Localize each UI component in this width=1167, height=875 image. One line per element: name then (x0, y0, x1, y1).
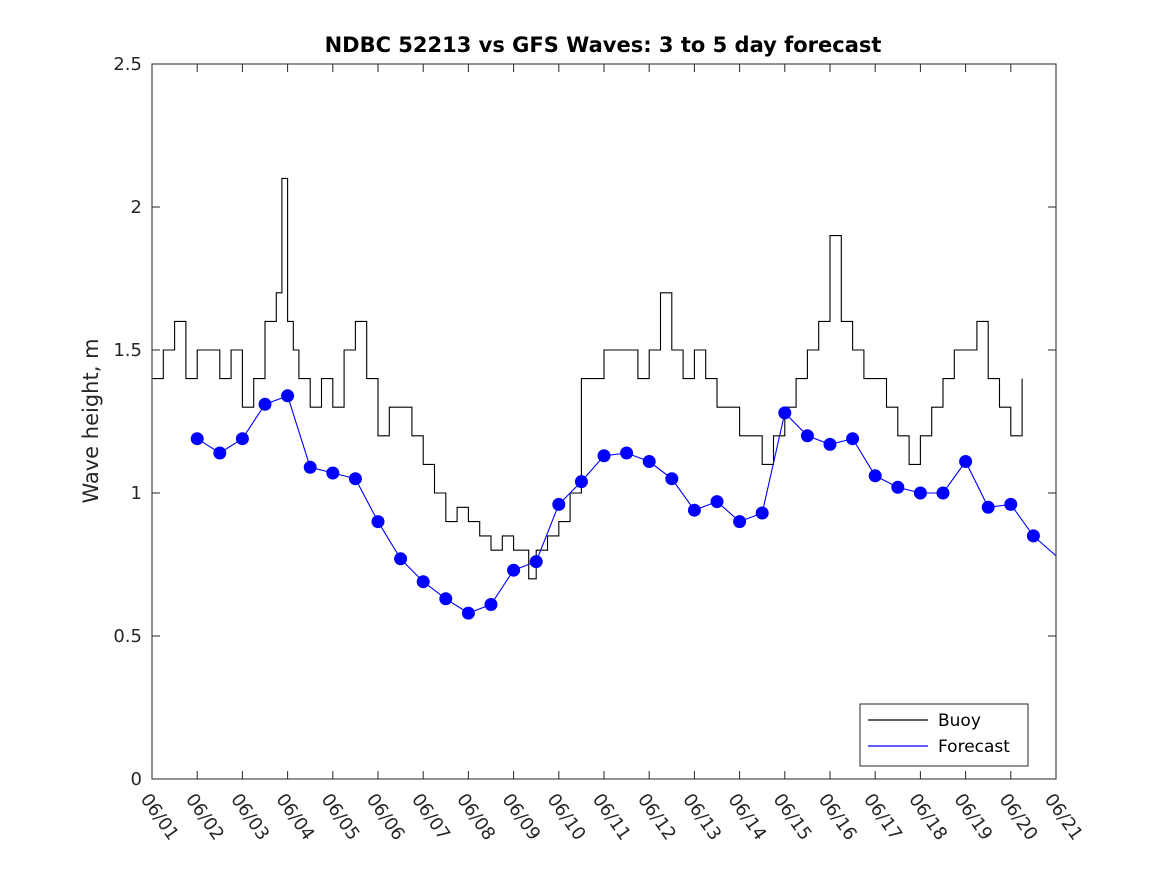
forecast-point (348, 472, 362, 486)
forecast-point (461, 606, 475, 620)
y-tick-label: 0.5 (113, 626, 142, 647)
x-tick-label: 06/13 (678, 790, 725, 845)
plot-background (152, 64, 1056, 779)
x-tick-label: 06/04 (272, 790, 319, 845)
forecast-point (326, 466, 340, 480)
x-tick-label: 06/03 (226, 790, 273, 845)
legend: Buoy Forecast (859, 703, 1029, 767)
forecast-point (529, 555, 543, 569)
x-tick-label: 06/08 (452, 790, 499, 845)
forecast-point (687, 503, 701, 517)
forecast-point (597, 449, 611, 463)
x-tick-label: 06/11 (588, 790, 635, 845)
forecast-point (1004, 497, 1018, 511)
forecast-point (416, 575, 430, 589)
forecast-point (258, 397, 272, 411)
x-tick-label: 06/02 (181, 790, 228, 845)
y-tick-label: 2 (131, 197, 142, 218)
series-layer (152, 177, 1057, 620)
x-tick-label: 06/17 (859, 790, 906, 845)
y-tick-label: 1 (131, 483, 142, 504)
forecast-point (213, 446, 227, 460)
x-tick-label: 06/07 (407, 790, 454, 845)
forecast-point (936, 486, 950, 500)
forecast-point (710, 495, 724, 509)
forecast-point (507, 563, 521, 577)
x-tick-label: 06/10 (543, 790, 590, 845)
forecast-point (303, 460, 317, 474)
forecast-point (484, 598, 498, 611)
x-tick-label: 06/01 (136, 790, 183, 845)
x-tick-label: 06/21 (1040, 790, 1087, 845)
legend-entry-forecast: Forecast (938, 737, 1010, 757)
forecast-point (439, 592, 453, 606)
forecast-point (665, 472, 679, 486)
forecast-point (959, 455, 973, 468)
x-tick-label: 06/09 (498, 790, 545, 845)
forecast-point (733, 515, 747, 529)
legend-entry-buoy: Buoy (938, 711, 981, 731)
forecast-point (574, 475, 588, 489)
x-tick-label: 06/18 (904, 790, 951, 845)
x-tick-label: 06/15 (769, 790, 816, 845)
x-tick-label: 06/12 (633, 790, 680, 845)
x-tick-label: 06/20 (995, 790, 1042, 845)
forecast-point (868, 469, 882, 483)
forecast-point (620, 446, 634, 460)
x-tick-label: 06/19 (950, 790, 997, 845)
series-line-buoy (152, 177, 1023, 580)
forecast-point (913, 486, 927, 500)
x-tick-label: 06/05 (317, 790, 364, 845)
forecast-point (281, 389, 295, 403)
y-tick-label: 0 (131, 769, 142, 790)
plot-area (152, 64, 1056, 779)
forecast-point (823, 437, 837, 451)
forecast-point (846, 432, 860, 446)
forecast-point (552, 497, 566, 511)
forecast-point (1026, 529, 1040, 543)
y-axis-label: Wave height, m (79, 338, 103, 503)
legend-box (859, 703, 1029, 767)
chart-title: NDBC 52213 vs GFS Waves: 3 to 5 day fore… (325, 33, 882, 57)
forecast-point (235, 432, 249, 446)
y-tick-label: 2.5 (113, 54, 142, 75)
forecast-point (371, 515, 385, 529)
forecast-point (800, 429, 814, 443)
x-tick-label: 06/06 (362, 790, 409, 845)
x-tick-label: 06/14 (724, 790, 771, 845)
forecast-point (891, 480, 905, 494)
forecast-point (394, 552, 408, 566)
forecast-point (778, 406, 792, 420)
forecast-point (190, 432, 204, 446)
forecast-point (642, 455, 656, 468)
y-tick-label: 1.5 (113, 340, 142, 361)
x-tick-label: 06/16 (814, 790, 861, 845)
forecast-point (755, 506, 769, 520)
forecast-point (981, 500, 995, 514)
